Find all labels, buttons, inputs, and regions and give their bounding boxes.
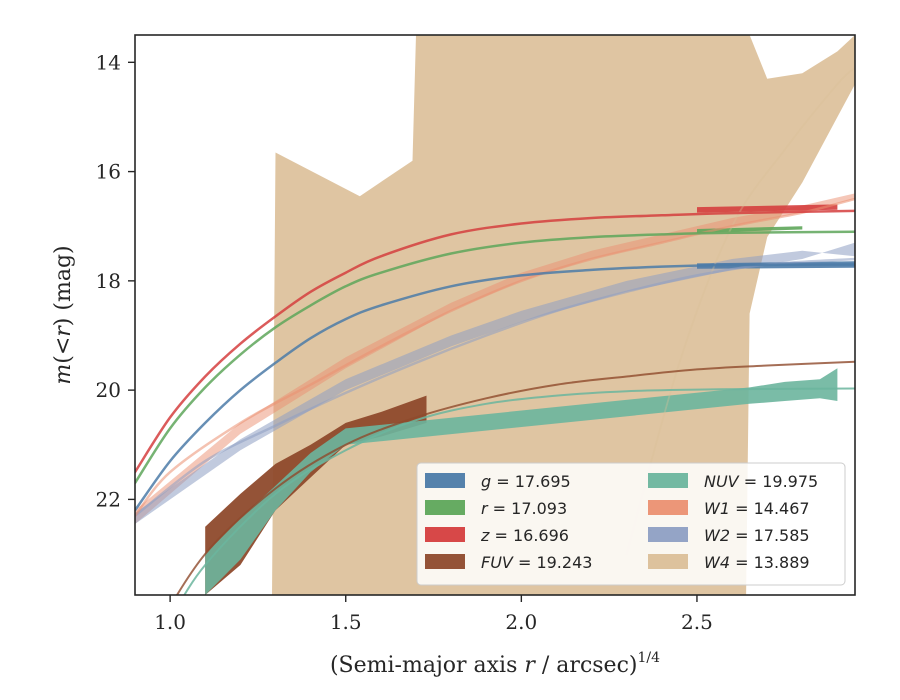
y-tick-label: 20 [96, 378, 121, 402]
uncertainty-bands [135, 35, 855, 595]
y-tick-label: 22 [96, 487, 121, 511]
legend-label-w2: W2 = 17.585 [704, 526, 810, 545]
fit-curve-fuv [175, 360, 855, 595]
y-tick-label: 16 [96, 160, 121, 184]
x-tick-label: 1.0 [154, 610, 186, 634]
y-tick-label: 14 [96, 50, 121, 74]
fit-curve-w2 [135, 257, 855, 518]
band-w4 [272, 35, 855, 595]
plot-frame [134, 34, 856, 596]
fit-curve-r [135, 230, 855, 485]
fit-curves [135, 66, 855, 595]
band-r [697, 226, 803, 233]
legend-label-w4: W4 = 13.889 [704, 553, 810, 572]
fit-curve-w1 [135, 197, 855, 518]
band-z [697, 204, 838, 213]
y-tick-label: 18 [96, 269, 121, 293]
legend-label-w1: W1 = 14.467 [704, 499, 810, 518]
x-axis-ticks: 1.0 1.5 2.0 2.5 [154, 595, 713, 634]
band-fuv [205, 395, 427, 595]
legend-swatch-z [425, 527, 465, 542]
legend-frame [416, 462, 846, 586]
legend-swatch-r [425, 500, 465, 515]
fit-curve-g [135, 263, 855, 512]
fit-curve-z [135, 209, 855, 474]
legend-swatch-w2 [648, 527, 688, 542]
x-tick-label: 2.5 [681, 610, 713, 634]
legend: g = 17.695 r = 17.093 z = 16.696 FUV = 19.2… [416, 462, 846, 586]
legend-swatch-g [425, 473, 465, 488]
x-tick-label: 1.5 [330, 610, 362, 634]
x-axis-label: (Semi-major axis r / arcsec)1/4 [330, 650, 660, 678]
legend-label-z: z = 16.696 [480, 526, 569, 545]
legend-label-nuv: NUV = 19.975 [704, 472, 818, 491]
legend-swatch-nuv [648, 473, 688, 488]
y-axis-label: m(<r) (mag) [51, 245, 76, 384]
legend-swatch-w1 [648, 500, 688, 515]
band-nuv [205, 368, 838, 595]
legend-label-fuv: FUV = 19.243 [481, 553, 592, 572]
legend-swatch-w4 [648, 554, 688, 569]
legend-label-r: r = 17.093 [481, 499, 567, 518]
x-tick-label: 2.0 [505, 610, 537, 634]
fit-curve-nuv [183, 387, 855, 595]
legend-label-g: g = 17.695 [481, 472, 571, 491]
legend-swatch-fuv [425, 554, 465, 569]
y-axis-ticks: 14 16 18 20 22 [96, 50, 135, 511]
